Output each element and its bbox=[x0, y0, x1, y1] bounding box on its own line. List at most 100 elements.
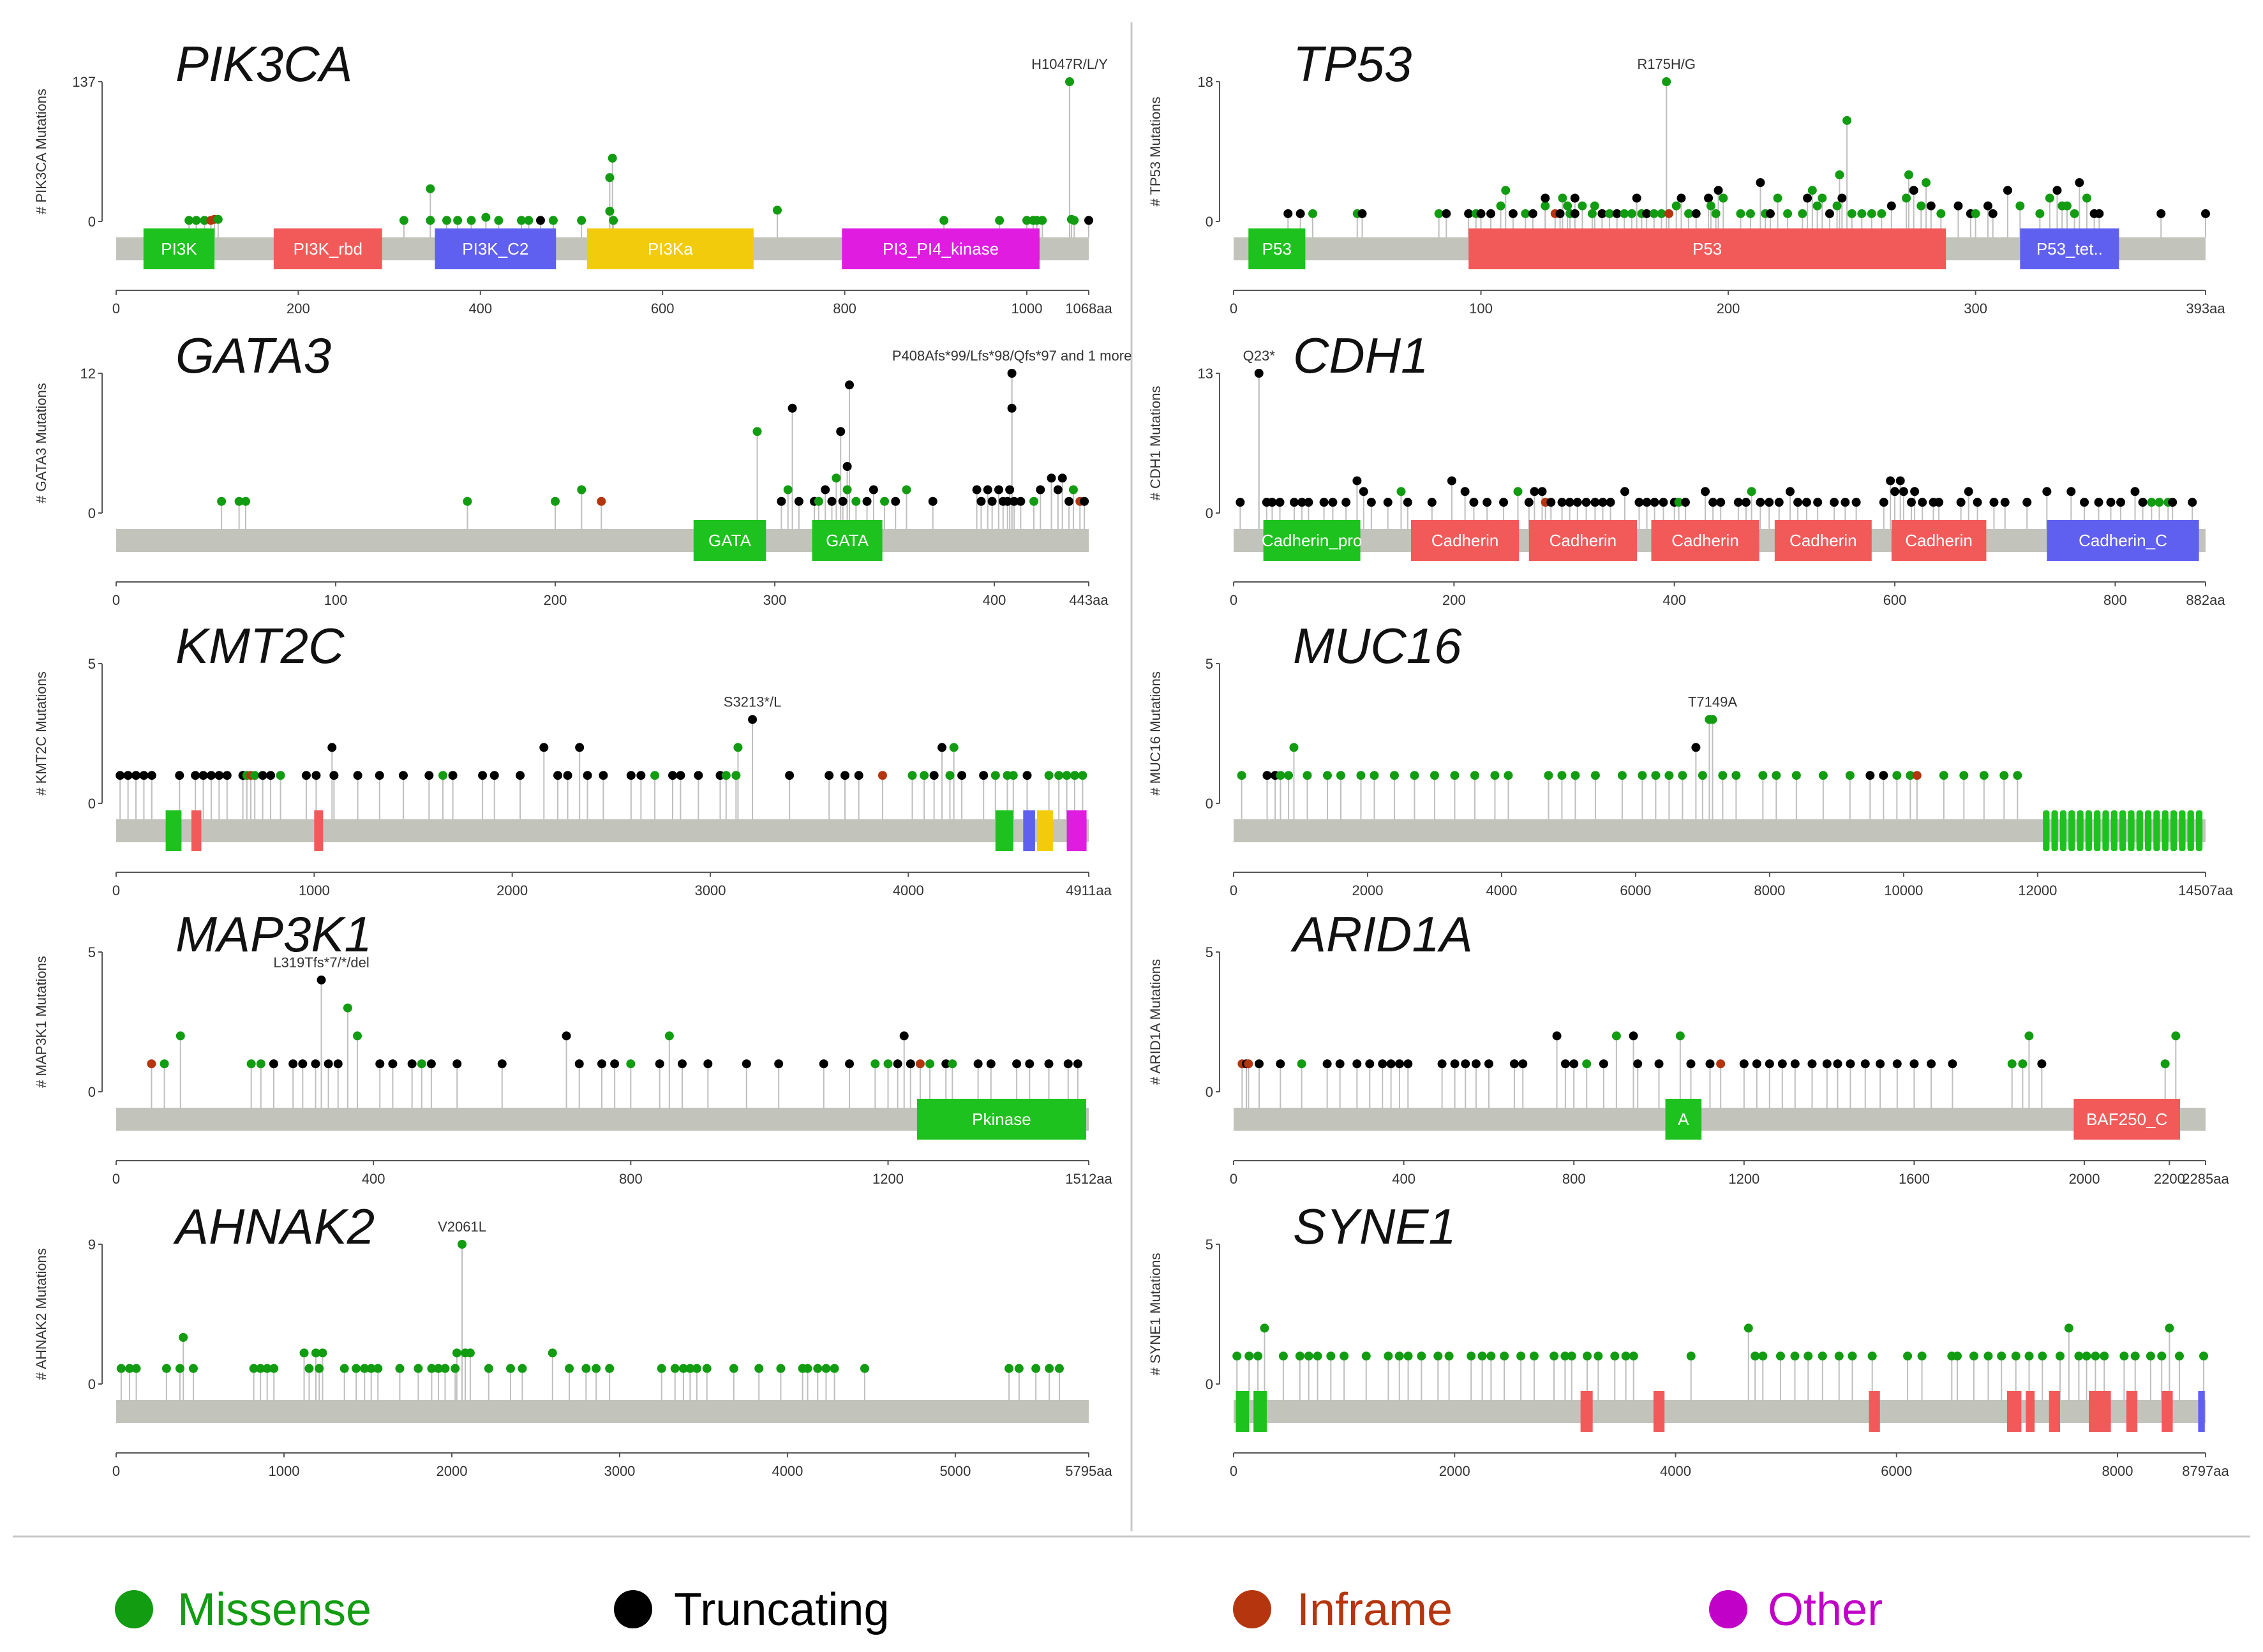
dot-truncating-gata3-17 bbox=[836, 427, 846, 436]
dot-truncating-arid1a-3 bbox=[1254, 1059, 1264, 1069]
dot-truncating-map3k1-38 bbox=[906, 1059, 915, 1069]
dot-truncating-tp53-83 bbox=[2003, 186, 2012, 195]
dot-missense-map3k1-17 bbox=[417, 1059, 426, 1069]
x-tick-label-ahnak2-0: 0 bbox=[112, 1463, 120, 1479]
dot-truncating-tp53-82 bbox=[1988, 209, 1998, 218]
dot-truncating-arid1a-48 bbox=[1948, 1059, 1957, 1069]
dot-truncating-cdh1-75 bbox=[2022, 498, 2032, 507]
legend-item-missense: Missense bbox=[115, 1584, 371, 1635]
y-axis-label-gata3: # GATA3 Mutations bbox=[33, 383, 49, 503]
dot-missense-tp53-60 bbox=[1818, 193, 1827, 203]
dot-missense-muc16-37 bbox=[1845, 771, 1855, 780]
dot-missense-map3k1-27 bbox=[664, 1031, 674, 1041]
dot-truncating-kmt2c-51 bbox=[854, 771, 863, 780]
dot-missense-ahnak2-12 bbox=[304, 1364, 314, 1373]
dot-truncating-cdh1-82 bbox=[2130, 487, 2140, 496]
stems-cdh1 bbox=[1239, 373, 2193, 529]
dot-truncating-cdh1-21 bbox=[1483, 498, 1492, 507]
dot-truncating-arid1a-4 bbox=[1276, 1059, 1285, 1069]
dot-missense-arid1a-49 bbox=[2007, 1059, 2017, 1069]
dot-truncating-cdh1-52 bbox=[1774, 498, 1784, 507]
dot-truncating-cdh1-29 bbox=[1557, 498, 1567, 507]
dot-truncating-cdh1-39 bbox=[1650, 498, 1659, 507]
dot-truncating-map3k1-30 bbox=[742, 1059, 751, 1069]
dot-truncating-cdh1-33 bbox=[1590, 498, 1600, 507]
dot-missense-tp53-54 bbox=[1773, 193, 1782, 203]
dot-truncating-kmt2c-21 bbox=[329, 771, 339, 780]
dot-truncating-tp53-91 bbox=[2075, 178, 2084, 188]
y-tick-label-kmt2c-1: 5 bbox=[88, 656, 96, 672]
dot-missense-map3k1-40 bbox=[925, 1059, 935, 1069]
dot-truncating-tp53-7 bbox=[1464, 209, 1474, 218]
dot-truncating-tp53-33 bbox=[1632, 193, 1641, 203]
dot-missense-syne1-40 bbox=[1848, 1351, 1857, 1361]
protein-backbone-gata3 bbox=[116, 529, 1089, 552]
dot-truncating-arid1a-28 bbox=[1633, 1059, 1643, 1069]
dot-missense-syne1-2 bbox=[1253, 1351, 1263, 1361]
dot-missense-tp53-59 bbox=[1812, 201, 1822, 211]
dot-truncating-arid1a-42 bbox=[1846, 1059, 1855, 1069]
domain-label-gata3-0: GATA bbox=[708, 531, 752, 550]
dot-truncating-cdh1-16 bbox=[1403, 498, 1412, 507]
dot-truncating-arid1a-25 bbox=[1599, 1059, 1608, 1069]
x-tick-label-syne1-2: 4000 bbox=[1660, 1463, 1691, 1479]
dot-truncating-cdh1-45 bbox=[1708, 498, 1718, 507]
dot-missense-ahnak2-54 bbox=[1005, 1364, 1014, 1373]
dot-missense-tp53-62 bbox=[1832, 201, 1842, 211]
dot-truncating-map3k1-31 bbox=[774, 1059, 784, 1069]
dot-truncating-gata3-30 bbox=[976, 496, 986, 506]
dot-truncating-tp53-53 bbox=[1765, 209, 1775, 218]
domain-muc16-0-seg-6 bbox=[2094, 810, 2101, 851]
dot-missense-map3k1-2 bbox=[176, 1031, 185, 1041]
panel-map3k1: MAP3K1 # MAP3K1 Mutations 0 5 Pkinase L319Tfs… bbox=[33, 906, 1112, 1187]
domains-cdh1: Cadherin_pro Cadherin Cadherin Cadherin Cadh… bbox=[1262, 520, 2199, 561]
dot-truncating-kmt2c-4 bbox=[147, 771, 156, 780]
dot-missense-muc16-12 bbox=[1410, 771, 1419, 780]
dot-truncating-cdh1-81 bbox=[2116, 498, 2126, 507]
dot-truncating-cdh1-36 bbox=[1620, 487, 1629, 496]
dot-missense-pik3ca-19 bbox=[605, 207, 615, 216]
dot-truncating-map3k1-48 bbox=[1063, 1059, 1073, 1069]
dot-missense-ahnak2-1 bbox=[125, 1364, 135, 1373]
dot-missense-tp53-20 bbox=[1558, 193, 1567, 203]
legend-label-truncating: Truncating bbox=[674, 1584, 890, 1635]
dot-missense-syne1-37 bbox=[1804, 1351, 1813, 1361]
dot-missense-muc16-33 bbox=[1758, 771, 1768, 780]
dot-truncating-map3k1-10 bbox=[324, 1059, 333, 1069]
dot-missense-kmt2c-26 bbox=[438, 771, 448, 780]
x-tick-label-map3k1-1: 400 bbox=[362, 1171, 385, 1187]
dot-inframe-gata3-6 bbox=[597, 496, 606, 506]
legend-label-inframe: Inframe bbox=[1297, 1584, 1453, 1635]
stems-ahnak2 bbox=[120, 1244, 1060, 1400]
dot-truncating-gata3-8 bbox=[777, 496, 786, 506]
dot-missense-ahnak2-22 bbox=[414, 1364, 423, 1373]
dot-missense-cdh1-42 bbox=[1674, 498, 1684, 507]
dot-truncating-kmt2c-10 bbox=[222, 771, 232, 780]
dot-missense-ahnak2-38 bbox=[605, 1364, 615, 1373]
protein-backbone-kmt2c bbox=[116, 819, 1089, 842]
dot-truncating-gata3-19 bbox=[842, 462, 852, 471]
dot-missense-ahnak2-56 bbox=[1031, 1364, 1041, 1373]
dot-truncating-arid1a-21 bbox=[1552, 1031, 1562, 1041]
dot-truncating-kmt2c-42 bbox=[694, 771, 703, 780]
domain-label-gata3-1: GATA bbox=[826, 531, 869, 550]
dot-truncating-cdh1-65 bbox=[1906, 498, 1916, 507]
domains-map3k1: Pkinase bbox=[916, 1099, 1086, 1140]
dot-missense-tp53-16 bbox=[1541, 201, 1550, 211]
dot-missense-pik3ca-11 bbox=[467, 216, 476, 225]
dot-missense-syne1-34 bbox=[1758, 1351, 1768, 1361]
dot-missense-tp53-32 bbox=[1627, 209, 1636, 218]
dot-missense-syne1-3 bbox=[1260, 1323, 1269, 1333]
dot-truncating-cdh1-0 bbox=[1236, 498, 1245, 507]
y-tick-label-ahnak2-1: 9 bbox=[88, 1237, 96, 1253]
x-end-label-kmt2c: 4911aa bbox=[1066, 882, 1112, 898]
dot-missense-ahnak2-52 bbox=[830, 1364, 839, 1373]
dot-truncating-kmt2c-30 bbox=[516, 771, 525, 780]
dot-missense-tp53-37 bbox=[1657, 209, 1666, 218]
x-tick-label-muc16-1: 2000 bbox=[1352, 882, 1383, 898]
dot-inframe-tp53-39 bbox=[1664, 209, 1674, 218]
dot-missense-pik3ca-30 bbox=[1065, 77, 1075, 86]
dot-truncating-arid1a-52 bbox=[2037, 1059, 2047, 1069]
dot-truncating-kmt2c-9 bbox=[214, 771, 224, 780]
dot-missense-cdh1-23 bbox=[1513, 487, 1523, 496]
